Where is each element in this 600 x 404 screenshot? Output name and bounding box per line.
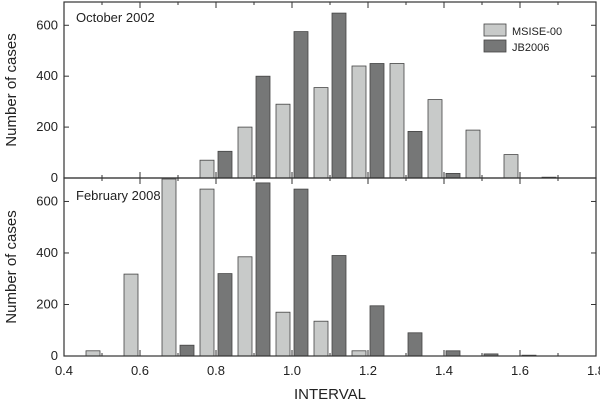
bar-msise-00-1.1 xyxy=(313,87,329,179)
y-tick-label: 0 xyxy=(51,170,58,185)
x-tick-label: 1.0 xyxy=(283,363,301,378)
legend-swatch xyxy=(483,39,507,53)
bar-msise-00-0.5 xyxy=(85,350,101,357)
y-tick-label: 600 xyxy=(36,17,58,32)
y-tick-label: 600 xyxy=(36,193,58,208)
plot-frame xyxy=(63,177,597,357)
panel-title: February 2008 xyxy=(76,188,161,203)
bar-jb2006-0.8 xyxy=(217,150,233,179)
bar-jb2006-1.2 xyxy=(369,63,385,179)
bar-jb2006-1 xyxy=(293,31,309,179)
x-tick-label: 0.4 xyxy=(55,363,73,378)
panel-title: October 2002 xyxy=(76,10,155,25)
bar-jb2006-1.3 xyxy=(407,332,423,357)
bar-jb2006-1 xyxy=(293,188,309,357)
panel-october-2002: 0 200 400 600 October 2002 Number of cases MSI… xyxy=(3,1,597,185)
bar-msise-00-0.8 xyxy=(199,159,215,179)
legend-swatch xyxy=(483,23,507,37)
legend-label: MSISE-00 xyxy=(512,26,562,38)
x-tick-label: 1.2 xyxy=(359,363,377,378)
bar-msise-00-1.5 xyxy=(465,129,481,179)
bar-msise-00-1.1 xyxy=(313,320,329,357)
bar-jb2006-0.9 xyxy=(255,75,271,179)
y-tick-label: 400 xyxy=(36,68,58,83)
bar-msise-00-0.9 xyxy=(237,256,253,357)
bar-jb2006-1.1 xyxy=(331,12,347,179)
bar-jb2006-1.4 xyxy=(445,172,461,179)
x-tick-label: 0.8 xyxy=(207,363,225,378)
bar-msise-00-1 xyxy=(275,311,291,357)
x-tick-label: 1.8 xyxy=(587,363,600,378)
bar-jb2006-1.2 xyxy=(369,305,385,357)
bar-msise-00-1.4 xyxy=(427,99,443,179)
y-tick-label: 200 xyxy=(36,296,58,311)
legend: MSISE-00 JB2006 xyxy=(483,23,562,54)
bar-msise-00-1.3 xyxy=(389,63,405,179)
bar-msise-00-1 xyxy=(275,103,291,179)
bar-msise-00-0.7 xyxy=(161,178,177,357)
y-tick-label: 0 xyxy=(51,348,58,363)
bar-jb2006-1.3 xyxy=(407,130,423,179)
panel-february-2008: 0 200 400 600 February 2008 Number of cases 0.… xyxy=(3,177,600,403)
x-tick-label: 1.6 xyxy=(511,363,529,378)
bar-msise-00-0.6 xyxy=(123,273,139,357)
bar-jb2006-0.8 xyxy=(217,273,233,357)
bar-msise-00-1.2 xyxy=(351,350,367,357)
x-axis-title: INTERVAL xyxy=(294,386,366,403)
bar-jb2006-1.1 xyxy=(331,255,347,357)
bar-msise-00-0.9 xyxy=(237,126,253,179)
y-tick-label: 200 xyxy=(36,119,58,134)
bar-msise-00-0.8 xyxy=(199,188,215,357)
legend-label: JB2006 xyxy=(512,42,549,54)
bar-jb2006-0.9 xyxy=(255,182,271,357)
bar-msise-00-1.6 xyxy=(503,154,519,179)
bar-msise-00-1.2 xyxy=(351,65,367,179)
x-tick-label: 0.6 xyxy=(131,363,149,378)
x-tick-label: 1.4 xyxy=(435,363,453,378)
bar-jb2006-1.4 xyxy=(445,350,461,357)
y-axis-title: Number of cases xyxy=(3,210,20,323)
y-axis-title: Number of cases xyxy=(3,33,20,146)
y-tick-label: 400 xyxy=(36,245,58,260)
bar-jb2006-0.7 xyxy=(179,344,195,357)
